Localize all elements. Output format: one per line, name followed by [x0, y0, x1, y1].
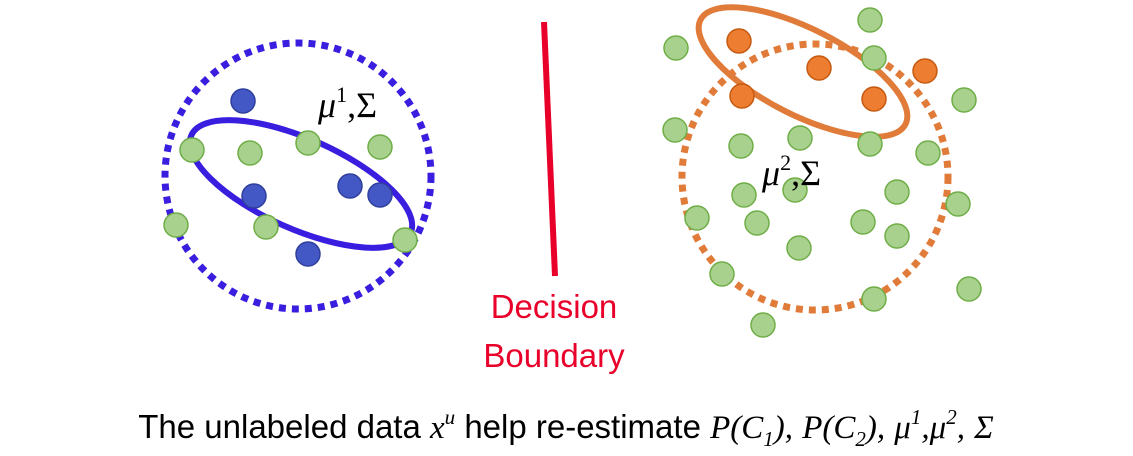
caption-middle: help re-estimate	[464, 408, 701, 445]
green-point	[237, 140, 263, 166]
left-dotted-circle	[161, 39, 435, 313]
caption-p2: P(C	[801, 410, 856, 446]
caption: The unlabeled data xu help re-estimate P…	[138, 394, 994, 451]
green-point	[951, 87, 977, 113]
caption-prefix: The unlabeled data	[138, 408, 421, 445]
caption-x-var: x	[429, 410, 445, 446]
green-point	[731, 182, 757, 208]
green-point	[253, 214, 279, 240]
decision-boundary-label-line1: Decision	[491, 288, 618, 325]
caption-mu2-sup: 2	[946, 405, 957, 429]
caption-p2-sub: 2	[855, 427, 866, 451]
right-mu-superscript: 2	[780, 150, 791, 175]
green-point	[662, 117, 688, 143]
green-point	[367, 134, 393, 160]
green-point	[728, 133, 754, 159]
green-point	[857, 7, 883, 33]
blue-point	[230, 88, 256, 114]
left-mu-superscript: 1	[336, 82, 347, 107]
green-point	[744, 210, 770, 236]
green-point	[915, 140, 941, 166]
caption-p1-close: ),	[772, 410, 793, 446]
green-point	[179, 137, 205, 163]
left-green-points	[163, 130, 418, 253]
right-sigma: Σ	[800, 153, 821, 193]
decision-boundary-line	[541, 21, 558, 277]
right-orange-points	[726, 28, 938, 112]
caption-p1: P(C	[709, 410, 764, 446]
left-blue-points	[230, 88, 393, 267]
blue-point	[337, 173, 363, 199]
decision-boundary-label-line2: Boundary	[483, 337, 625, 374]
right-cluster-params: μ2,Σ	[761, 150, 821, 193]
blue-point	[241, 183, 267, 209]
right-solid-ellipse	[695, 4, 911, 140]
left-sigma: Σ	[356, 85, 377, 125]
green-point	[786, 235, 812, 261]
green-point	[861, 286, 887, 312]
caption-comma2: ,	[957, 410, 965, 446]
orange-point	[729, 83, 755, 109]
green-point	[392, 227, 418, 253]
left-cluster-params: μ1,Σ	[317, 82, 377, 125]
left-cluster: μ1,Σ	[161, 39, 435, 313]
green-point	[861, 45, 887, 71]
green-point	[663, 35, 689, 61]
green-point	[884, 179, 910, 205]
caption-mu2: μ	[929, 410, 947, 446]
green-point	[945, 191, 971, 217]
green-point	[163, 212, 189, 238]
orange-point	[861, 86, 887, 112]
right-dotted-circle	[678, 40, 952, 314]
green-point	[787, 125, 813, 151]
green-point	[884, 223, 910, 249]
caption-mu1-sup: 1	[911, 405, 922, 429]
green-point	[709, 261, 735, 287]
green-point	[956, 276, 982, 302]
green-point	[295, 130, 321, 156]
caption-sigma: Σ	[973, 410, 994, 446]
orange-point	[806, 55, 832, 81]
right-green-points	[662, 7, 982, 338]
orange-point	[912, 58, 938, 84]
caption-p2-close: ),	[864, 410, 885, 446]
caption-comma1: ,	[921, 410, 929, 446]
right-cluster: μ2,Σ	[662, 4, 982, 338]
green-point	[857, 131, 883, 157]
caption-mu1: μ	[893, 410, 911, 446]
orange-point	[726, 28, 752, 54]
blue-point	[367, 182, 393, 208]
green-point	[782, 177, 808, 203]
caption-x-sup: u	[445, 405, 456, 429]
caption-p1-sub: 1	[763, 427, 774, 451]
green-point	[850, 209, 876, 235]
green-point	[684, 205, 710, 231]
blue-point	[295, 241, 321, 267]
green-point	[750, 312, 776, 338]
